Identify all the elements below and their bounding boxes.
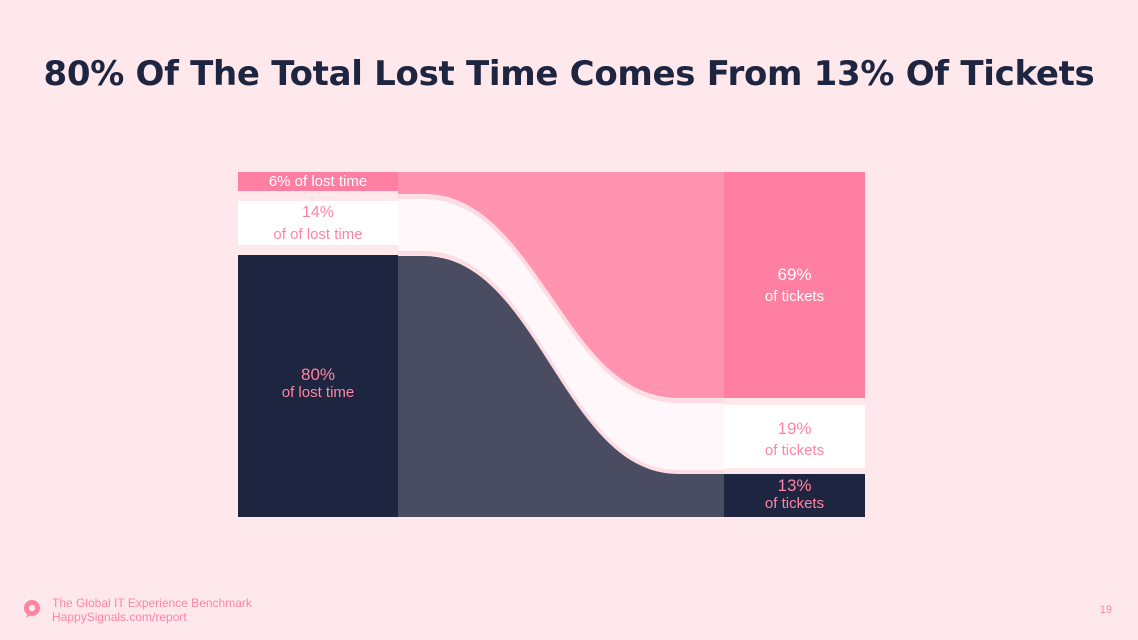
right-label-13-value: 13%: [777, 476, 812, 495]
flow-middle-edge-bottom: [398, 251, 724, 474]
page-number: 19: [1099, 604, 1112, 616]
left-block-6: [238, 172, 398, 191]
right-label-69-value: 69%: [777, 265, 812, 284]
page-title: 80% Of The Total Lost Time Comes From 13…: [43, 54, 1095, 94]
left-label-14: 14% of of lost time: [238, 202, 398, 246]
flow-bottom: [398, 256, 724, 517]
left-block-14: [238, 201, 398, 245]
flow-middle: [398, 199, 724, 470]
footer: The Global IT Experience Benchmark Happy…: [22, 596, 252, 624]
footer-report-link[interactable]: HappySignals.com/report: [52, 610, 187, 624]
right-label-19-text: of tickets: [764, 442, 825, 459]
left-label-80-text: of lost time: [281, 384, 355, 401]
flow-diagram: 6% of lost time 14% of of lost time 80% …: [238, 172, 865, 517]
left-label-14-value: 14%: [301, 204, 335, 221]
right-label-13: 13% of tickets: [724, 477, 865, 513]
flow-top: [398, 172, 724, 398]
left-label-14-text: of of lost time: [273, 226, 363, 243]
flow-diagram-svg: [238, 172, 865, 517]
left-label-80-value: 80%: [300, 365, 336, 384]
right-block-69: [724, 172, 865, 398]
left-label-6: 6% of lost time: [238, 172, 398, 192]
right-label-19-value: 19%: [777, 419, 812, 438]
left-label-6-text: 6% of lost time: [268, 173, 368, 190]
right-label-13-text: of tickets: [764, 495, 825, 512]
footer-benchmark-title: The Global IT Experience Benchmark: [52, 596, 252, 610]
right-label-69-text: of tickets: [764, 288, 825, 305]
right-label-19: 19% of tickets: [724, 418, 865, 462]
speech-bubble-icon: [24, 600, 40, 618]
left-block-80: [238, 255, 398, 517]
left-label-80: 80% of lost time: [238, 366, 398, 402]
flow-middle-edge-top: [398, 195, 724, 403]
right-block-19: [724, 405, 865, 468]
right-label-69: 69% of tickets: [724, 264, 865, 308]
right-block-13: [724, 474, 865, 517]
footer-text: The Global IT Experience Benchmark Happy…: [52, 596, 252, 624]
